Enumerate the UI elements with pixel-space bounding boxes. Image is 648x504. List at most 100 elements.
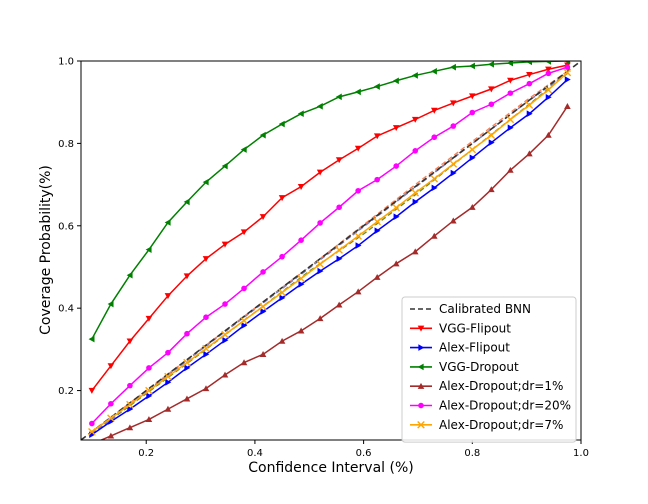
data-point-alex-dropout-dr-1 bbox=[297, 327, 305, 334]
data-point-alex-dropout-dr-20 bbox=[222, 301, 228, 307]
data-point-vgg-flipout bbox=[126, 338, 134, 345]
data-point-vgg-dropout bbox=[335, 93, 342, 101]
data-point-vgg-dropout bbox=[526, 61, 533, 66]
data-point-alex-flipout bbox=[336, 255, 343, 263]
data-point-alex-dropout-dr-7 bbox=[259, 302, 267, 311]
series-alex-dropout-dr-20 bbox=[89, 64, 571, 427]
legend-item-alex-dropout-dr-7: Alex-Dropout;dr=7% bbox=[410, 418, 563, 432]
series-vgg-flipout bbox=[88, 62, 571, 394]
data-point-alex-dropout-dr-1 bbox=[469, 203, 476, 210]
series-alex-dropout-dr-1 bbox=[99, 103, 571, 440]
data-point-alex-dropout-dr-1 bbox=[259, 351, 267, 357]
data-point-alex-dropout-dr-1 bbox=[145, 416, 153, 423]
plot-lines bbox=[81, 61, 581, 440]
legend-label: Alex-Dropout;dr=1% bbox=[439, 379, 563, 393]
data-point-vgg-flipout bbox=[507, 77, 514, 84]
data-point-alex-flipout bbox=[450, 169, 457, 177]
data-point-alex-dropout-dr-20 bbox=[127, 382, 133, 389]
data-point-alex-dropout-dr-7 bbox=[411, 189, 420, 197]
x-tick-label: 1.0 bbox=[573, 448, 589, 459]
data-point-alex-dropout-dr-20 bbox=[298, 237, 304, 244]
data-point-vgg-dropout bbox=[430, 67, 437, 75]
data-point-alex-flipout bbox=[260, 308, 267, 315]
data-point-vgg-dropout bbox=[354, 88, 361, 96]
data-point-alex-dropout-dr-20 bbox=[488, 101, 495, 108]
data-point-vgg-dropout bbox=[259, 131, 266, 139]
data-point-alex-dropout-dr-1 bbox=[240, 359, 248, 366]
data-point-alex-dropout-dr-1 bbox=[183, 395, 191, 402]
x-tick-label: 0.2 bbox=[138, 448, 154, 459]
data-point-alex-flipout bbox=[526, 110, 533, 118]
data-point-alex-flipout bbox=[241, 322, 248, 329]
series-vgg-dropout bbox=[88, 61, 571, 343]
legend-box bbox=[401, 296, 577, 443]
data-point-vgg-dropout bbox=[221, 162, 228, 170]
data-point-alex-flipout bbox=[222, 337, 229, 344]
data-point-alex-dropout-dr-20 bbox=[146, 365, 152, 371]
data-point-alex-dropout-dr-20 bbox=[165, 349, 171, 356]
data-point-alex-dropout-dr-7 bbox=[506, 115, 515, 124]
dashed-line-3 bbox=[91, 70, 571, 435]
x-tick-label: 0.6 bbox=[356, 448, 372, 459]
y-tick-label: 0.6 bbox=[58, 221, 74, 232]
data-point-vgg-flipout bbox=[488, 86, 495, 93]
data-point-alex-dropout-dr-1 bbox=[564, 103, 571, 109]
data-point-alex-dropout-dr-1 bbox=[449, 217, 457, 224]
data-point-alex-dropout-dr-7 bbox=[316, 260, 324, 268]
data-point-vgg-flipout bbox=[430, 107, 438, 114]
data-point-alex-dropout-dr-20 bbox=[564, 64, 571, 70]
data-point-alex-dropout-dr-20 bbox=[89, 420, 95, 427]
data-point-vgg-dropout bbox=[507, 61, 513, 67]
data-point-vgg-flipout bbox=[145, 315, 153, 322]
data-point-alex-dropout-dr-1 bbox=[335, 301, 343, 308]
data-point-alex-dropout-dr-1 bbox=[488, 186, 495, 193]
data-point-alex-flipout bbox=[507, 124, 514, 132]
calibrated-bnn-line bbox=[81, 61, 581, 440]
data-point-alex-dropout-dr-7 bbox=[145, 386, 153, 395]
x-tick-label: 0.4 bbox=[247, 448, 263, 459]
data-point-vgg-dropout bbox=[449, 63, 456, 71]
data-point-vgg-dropout bbox=[469, 62, 475, 70]
data-point-alex-dropout-dr-1 bbox=[278, 337, 286, 344]
data-point-alex-dropout-dr-20 bbox=[260, 269, 266, 275]
data-point-alex-dropout-dr-1 bbox=[411, 248, 419, 255]
x-tick-label: 0.8 bbox=[464, 448, 480, 459]
data-point-alex-dropout-dr-20 bbox=[241, 285, 247, 292]
data-point-alex-dropout-dr-20 bbox=[184, 330, 190, 337]
data-point-alex-dropout-dr-7 bbox=[373, 217, 381, 226]
data-point-alex-dropout-dr-7 bbox=[354, 232, 362, 240]
data-point-vgg-dropout bbox=[316, 103, 323, 110]
data-point-alex-flipout bbox=[203, 351, 210, 358]
plot-area bbox=[80, 60, 582, 441]
data-point-vgg-dropout bbox=[240, 146, 247, 153]
legend-swatch-marker bbox=[417, 382, 425, 389]
data-point-alex-dropout-dr-1 bbox=[526, 150, 533, 157]
legend-item-vgg-dropout: VGG-Dropout bbox=[410, 360, 519, 374]
data-point-alex-flipout bbox=[146, 392, 153, 400]
data-point-alex-dropout-dr-1 bbox=[354, 288, 362, 295]
y-tick-label: 1.0 bbox=[58, 57, 74, 68]
data-point-alex-flipout bbox=[184, 364, 191, 372]
data-point-vgg-flipout bbox=[202, 256, 210, 263]
data-point-vgg-dropout bbox=[373, 83, 380, 90]
data-point-vgg-flipout bbox=[107, 363, 115, 370]
y-axis-label: Coverage Probability(%) bbox=[38, 165, 54, 335]
data-point-alex-dropout-dr-7 bbox=[183, 358, 191, 367]
data-point-vgg-dropout bbox=[278, 120, 285, 128]
data-point-alex-dropout-dr-7 bbox=[563, 68, 572, 77]
data-point-alex-dropout-dr-20 bbox=[431, 134, 438, 141]
data-point-alex-flipout bbox=[127, 405, 134, 413]
legend-swatch-marker bbox=[417, 421, 425, 429]
data-point-vgg-flipout bbox=[335, 157, 343, 164]
data-point-vgg-dropout bbox=[145, 246, 152, 253]
data-point-vgg-flipout bbox=[183, 273, 191, 280]
data-point-alex-flipout bbox=[431, 184, 438, 192]
data-point-alex-dropout-dr-7 bbox=[202, 344, 210, 353]
data-point-vgg-dropout bbox=[107, 300, 114, 308]
data-point-alex-flipout bbox=[393, 213, 400, 221]
data-point-alex-dropout-dr-7 bbox=[430, 175, 439, 183]
legend-item-alex-dropout-dr-20: Alex-Dropout;dr=20% bbox=[410, 399, 571, 413]
data-point-vgg-dropout bbox=[164, 219, 171, 226]
data-point-alex-dropout-dr-1 bbox=[107, 432, 115, 439]
